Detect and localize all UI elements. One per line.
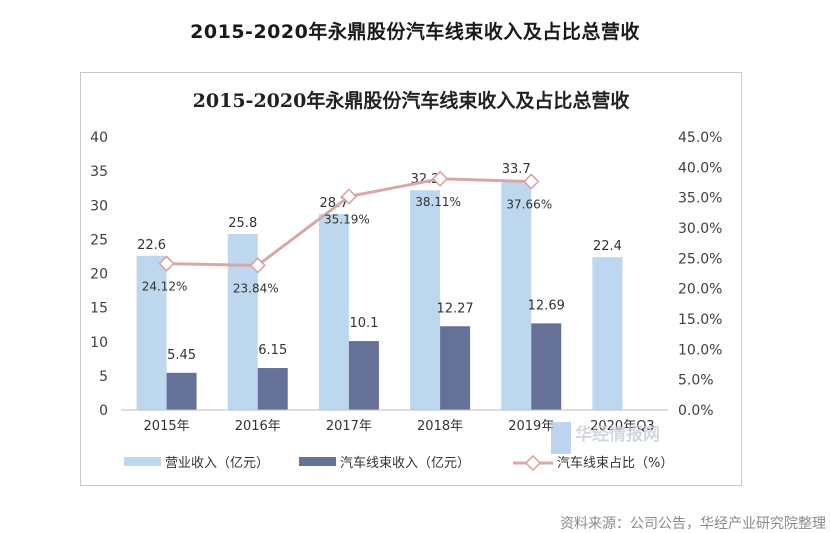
chart-canvas: 2015-2020年永鼎股份汽车线束收入及占比总营收 0 5 10 15 20 25 30 35… xyxy=(90,89,722,472)
revenue-bar xyxy=(410,190,441,410)
legend-ratio-marker xyxy=(524,454,542,472)
revenue-bar xyxy=(501,179,532,410)
ratio-point xyxy=(158,255,175,272)
y-tick-label: 30 xyxy=(90,198,108,214)
revenue-label: 25.8 xyxy=(228,216,257,231)
y2-tick-label: 40.0% xyxy=(678,160,722,176)
revenue-bar xyxy=(318,214,349,410)
revenue-bar xyxy=(592,257,623,410)
harness-bar xyxy=(166,372,197,410)
y-tick-label: 5 xyxy=(99,369,108,385)
legend-harness-label: 汽车线束收入（亿元） xyxy=(340,455,470,471)
harness-label: 5.45 xyxy=(167,348,196,363)
legend-ratio-label: 汽车线束占比（%） xyxy=(557,455,673,471)
ratio-point xyxy=(340,188,358,205)
watermark-text: 华经情报网 xyxy=(575,424,660,445)
ratio-label: 24.12% xyxy=(142,280,188,294)
y-tick-label: 40 xyxy=(90,130,108,146)
y2-tick-label: 45.0% xyxy=(678,130,722,146)
y-tick-label: 15 xyxy=(90,301,108,317)
revenue-label: 22.6 xyxy=(137,238,166,253)
harness-label: 12.69 xyxy=(528,298,565,313)
harness-label: 12.27 xyxy=(436,301,473,316)
chart-title: 2015-2020年永鼎股份汽车线束收入及占比总营收 xyxy=(193,89,630,112)
revenue-bar xyxy=(136,255,167,410)
legend-revenue-label: 营业收入（亿元） xyxy=(165,456,269,471)
revenue-label: 22.4 xyxy=(593,239,622,254)
x-tick-label: 2019年 xyxy=(508,419,554,434)
revenue-bar xyxy=(227,233,258,410)
ratio-point xyxy=(523,173,540,190)
harness-bar xyxy=(348,341,379,410)
y-tick-label: 0 xyxy=(99,403,108,419)
watermark-logo xyxy=(551,422,571,454)
y-tick-label: 20 xyxy=(90,267,108,283)
harness-label: 10.1 xyxy=(349,316,378,331)
legend-revenue-swatch xyxy=(124,457,161,466)
y-tick-label: 35 xyxy=(90,164,108,180)
ratio-label: 23.84% xyxy=(233,281,279,295)
revenue-label: 33.7 xyxy=(502,162,531,177)
page-title: 2015-2020年永鼎股份汽车线束收入及占比总营收 xyxy=(190,21,640,43)
revenue-label: 28.7 xyxy=(319,196,348,211)
x-tick-label: 2018年 xyxy=(417,419,463,434)
ratio-label: 35.19% xyxy=(324,213,370,227)
y2-tick-label: 0.0% xyxy=(678,403,714,419)
y2-tick-label: 5.0% xyxy=(678,373,714,389)
y2-tick-label: 10.0% xyxy=(678,342,722,358)
legend-harness-swatch xyxy=(299,457,336,466)
harness-bar xyxy=(440,326,471,410)
y-tick-label: 10 xyxy=(90,335,108,351)
y2-tick-label: 25.0% xyxy=(678,251,722,267)
x-tick-label: 2015年 xyxy=(144,419,190,434)
chart-frame: 2015-2020年永鼎股份汽车线束收入及占比总营收 0 5 10 15 20 25 30 35… xyxy=(80,72,742,486)
harness-label: 6.15 xyxy=(258,343,287,358)
y2-tick-label: 20.0% xyxy=(678,282,722,298)
y2-tick-label: 15.0% xyxy=(678,312,722,328)
ratio-point xyxy=(249,257,266,274)
harness-bar xyxy=(531,323,562,410)
harness-bar xyxy=(257,368,288,410)
ratio-label: 37.66% xyxy=(506,198,552,212)
x-tick-label: 2017年 xyxy=(326,419,372,434)
y2-tick-label: 35.0% xyxy=(678,191,722,207)
y2-tick-label: 30.0% xyxy=(678,221,722,237)
source-note: 资料来源：公司公告，华经产业研究院整理 xyxy=(560,516,826,532)
ratio-label: 38.11% xyxy=(415,195,461,209)
x-tick-label: 2020年Q3 xyxy=(590,419,655,434)
y-tick-label: 25 xyxy=(90,232,108,248)
x-tick-label: 2016年 xyxy=(235,419,281,434)
ratio-point xyxy=(431,170,449,187)
